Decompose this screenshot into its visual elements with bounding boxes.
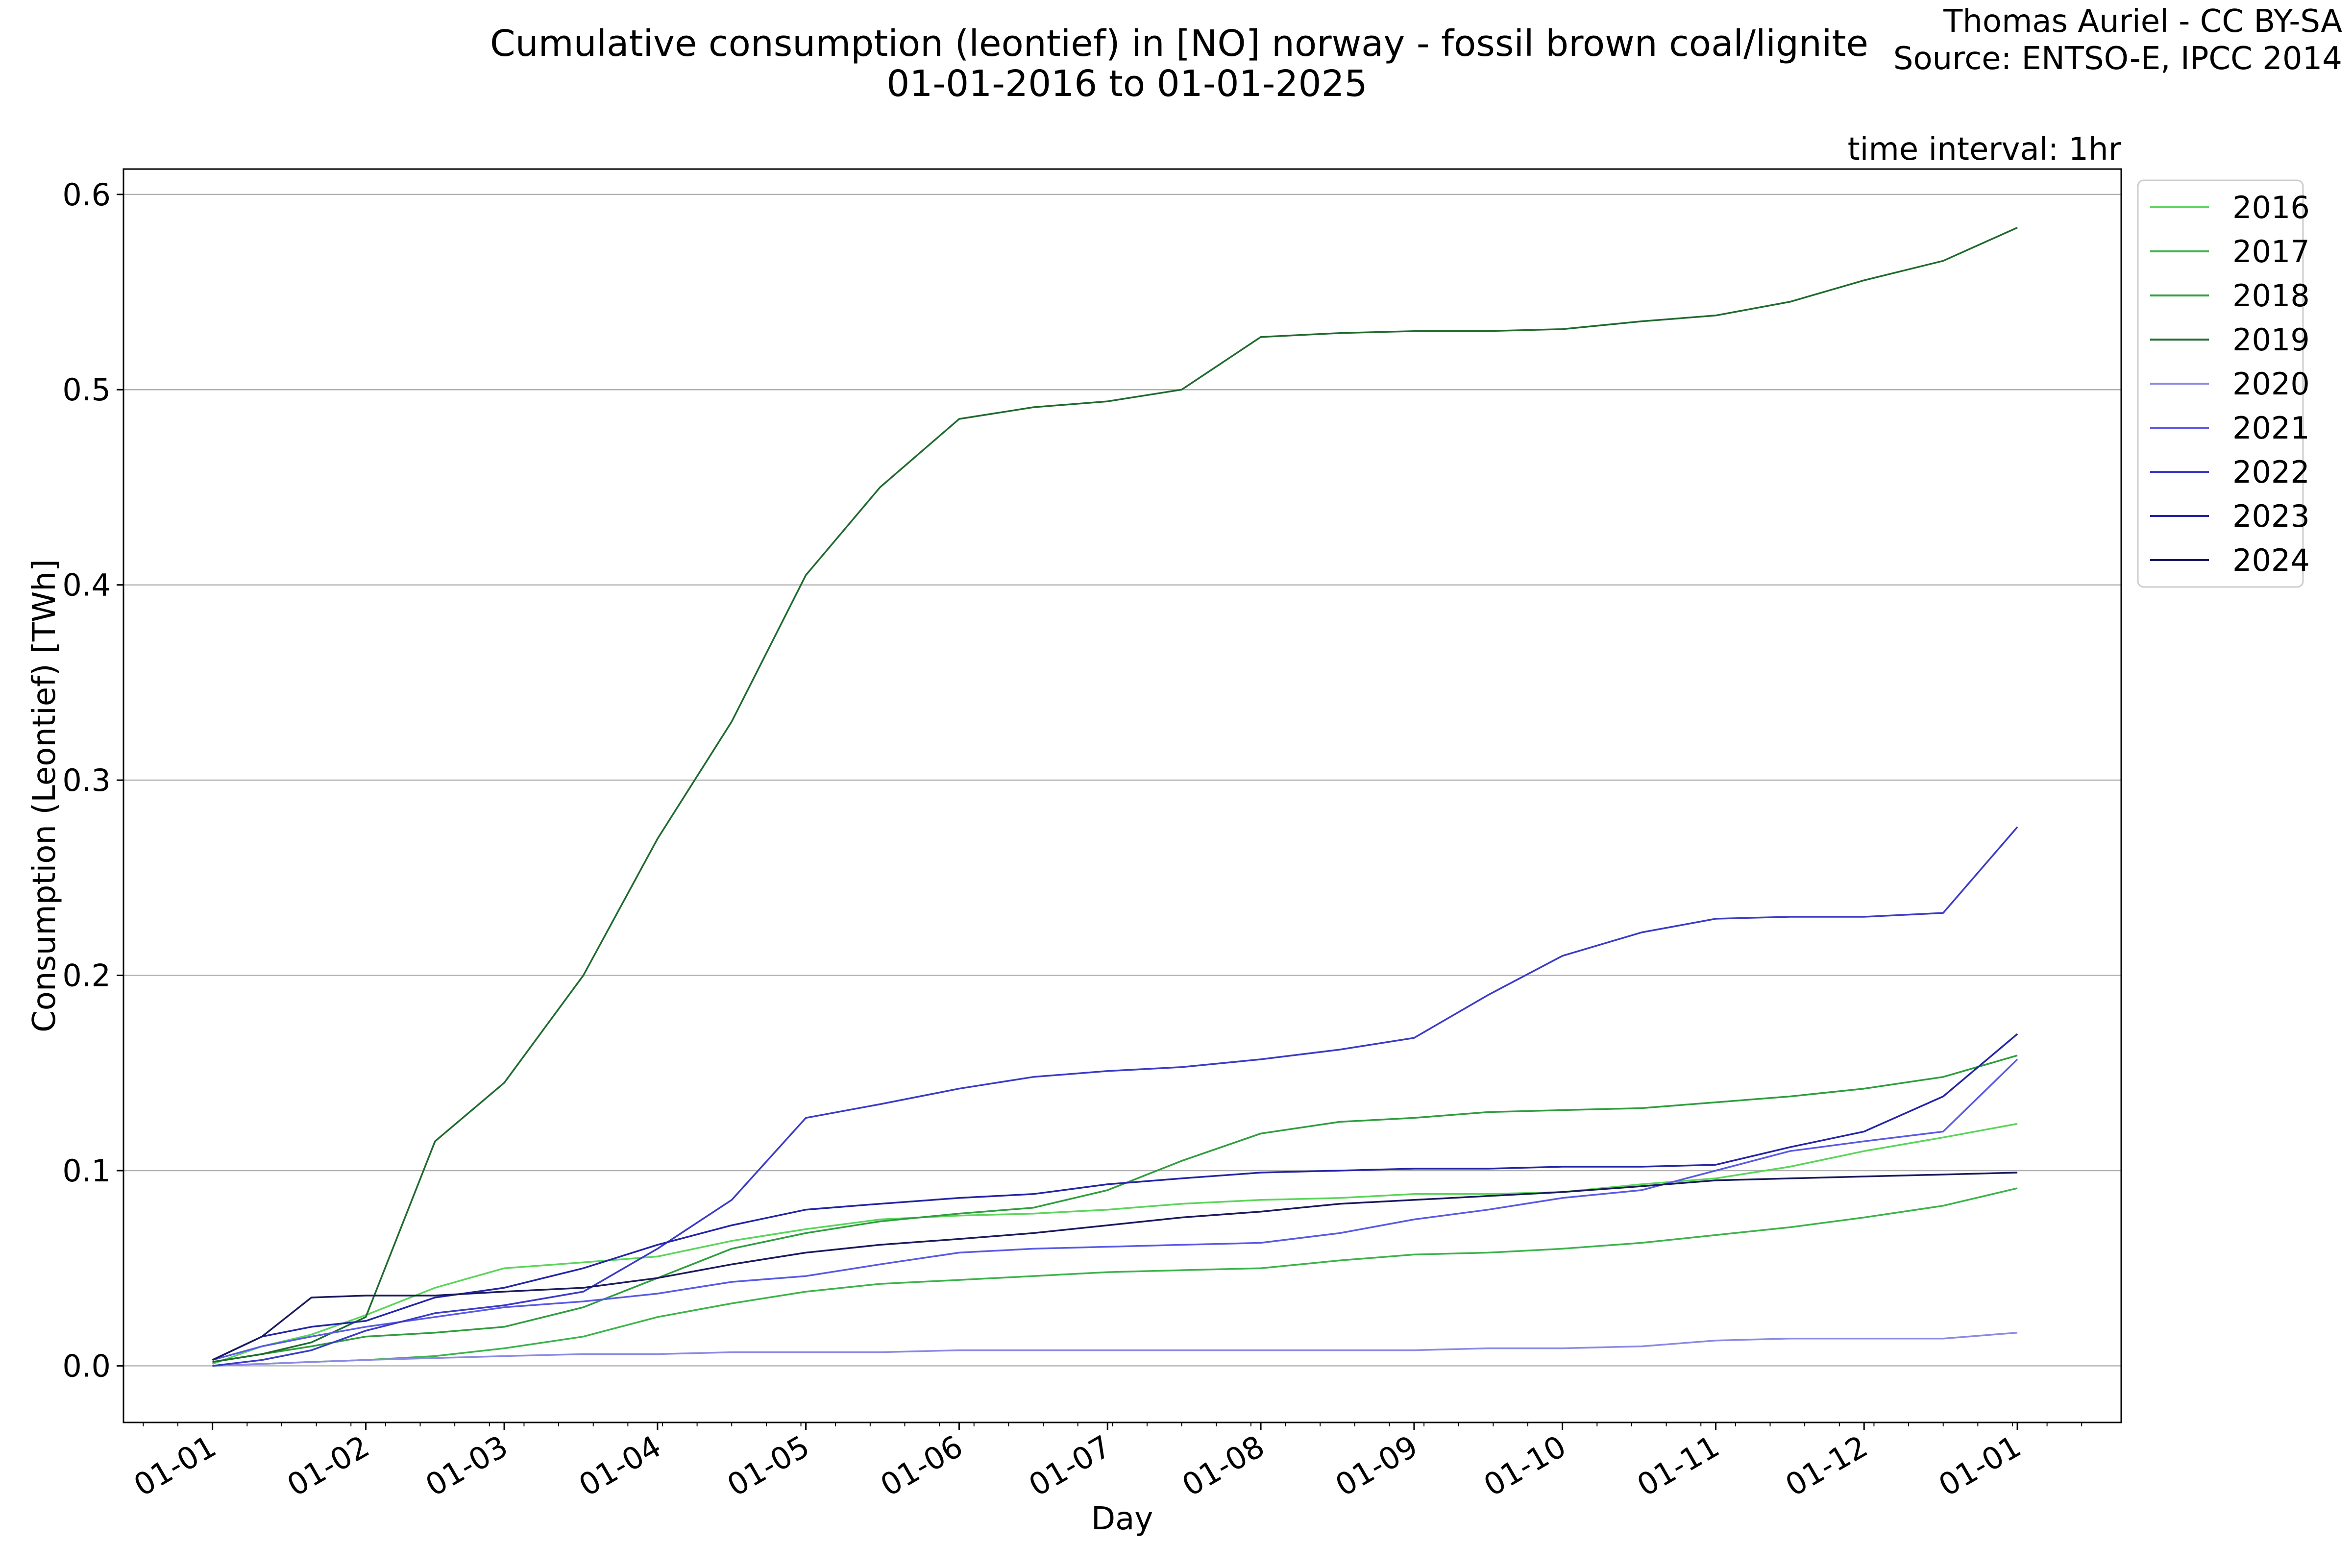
series-line-2023 (212, 1033, 2018, 1361)
time-interval-annotation: time interval: 1hr (1848, 131, 2122, 168)
y-tick-label: 0.1 (62, 1153, 111, 1189)
x-tick-label: 01-06 (874, 1428, 969, 1503)
x-tick-label: 01-01 (128, 1428, 222, 1503)
series-line-2017 (212, 1187, 2018, 1367)
legend-label-2021: 2021 (2232, 410, 2310, 446)
x-tick-label: 01-07 (1023, 1428, 1117, 1503)
legend-label-2022: 2022 (2232, 454, 2310, 490)
series-line-2018 (212, 1054, 2018, 1363)
series-line-2022 (212, 826, 2018, 1367)
series-lines (212, 226, 2018, 1367)
x-tick-label: 01-11 (1631, 1428, 1725, 1503)
y-axis: 0.0 0.1 0.2 0.3 0.4 0.5 0.6 (62, 177, 123, 1384)
x-tick-label: 01-10 (1478, 1428, 1572, 1503)
y-axis-label: Consumption (Leontief) [TWh] (26, 559, 63, 1032)
legend-frame (2137, 179, 2304, 588)
legend-label-2024: 2024 (2232, 542, 2310, 578)
grid (123, 194, 2121, 1367)
x-tick-label: 01-08 (1176, 1428, 1271, 1503)
x-tick-label: 01-12 (1779, 1428, 1874, 1503)
credit-author: Thomas Auriel - CC BY-SA (1943, 3, 2342, 40)
legend-label-2016: 2016 (2232, 190, 2310, 225)
legend-label-2020: 2020 (2232, 366, 2310, 402)
legend: 2016 2017 2018 2019 2020 2021 2022 2023 2024 (2137, 179, 2310, 588)
legend-label-2017: 2017 (2232, 234, 2310, 270)
credit-block: Thomas Auriel - CC BY-SA Source: ENTSO-E… (1893, 3, 2342, 77)
series-line-2019 (212, 226, 2018, 1363)
y-tick-label: 0.0 (62, 1348, 111, 1384)
series-line-2016 (212, 1123, 2018, 1365)
x-tick-label: 01-02 (281, 1428, 375, 1503)
x-axis: 01-01 01-02 01-03 01-04 01-05 01-06 01-07 01-08… (128, 1422, 2082, 1503)
legend-label-2018: 2018 (2232, 278, 2310, 314)
series-line-2021 (212, 1058, 2018, 1361)
legend-label-2023: 2023 (2232, 498, 2310, 534)
series-line-2020 (212, 1331, 2018, 1367)
y-tick-label: 0.5 (62, 372, 111, 408)
chart-title: Cumulative consumption (leontief) in [NO… (490, 23, 1869, 105)
x-tick-label: 01-09 (1329, 1428, 1424, 1503)
x-tick-label: 01-01 (1933, 1428, 2027, 1503)
y-tick-label: 0.6 (62, 177, 111, 213)
y-tick-label: 0.2 (62, 958, 111, 994)
plot-frame (122, 168, 2122, 1423)
x-tick-label: 01-05 (721, 1428, 816, 1503)
credit-source: Source: ENTSO-E, IPCC 2014 (1893, 41, 2342, 77)
series-line-2024 (212, 1172, 2018, 1361)
y-tick-label: 0.3 (62, 762, 111, 798)
y-tick-label: 0.4 (62, 567, 111, 603)
chart-subtitle: 01-01-2016 to 01-01-2025 (886, 63, 1368, 105)
x-tick-label: 01-04 (573, 1428, 667, 1503)
x-axis-label: Day (1091, 1501, 1153, 1537)
legend-label-2019: 2019 (2232, 322, 2310, 358)
chart-title-line: Cumulative consumption (leontief) in [NO… (490, 23, 1869, 65)
x-tick-label: 01-03 (419, 1428, 514, 1503)
